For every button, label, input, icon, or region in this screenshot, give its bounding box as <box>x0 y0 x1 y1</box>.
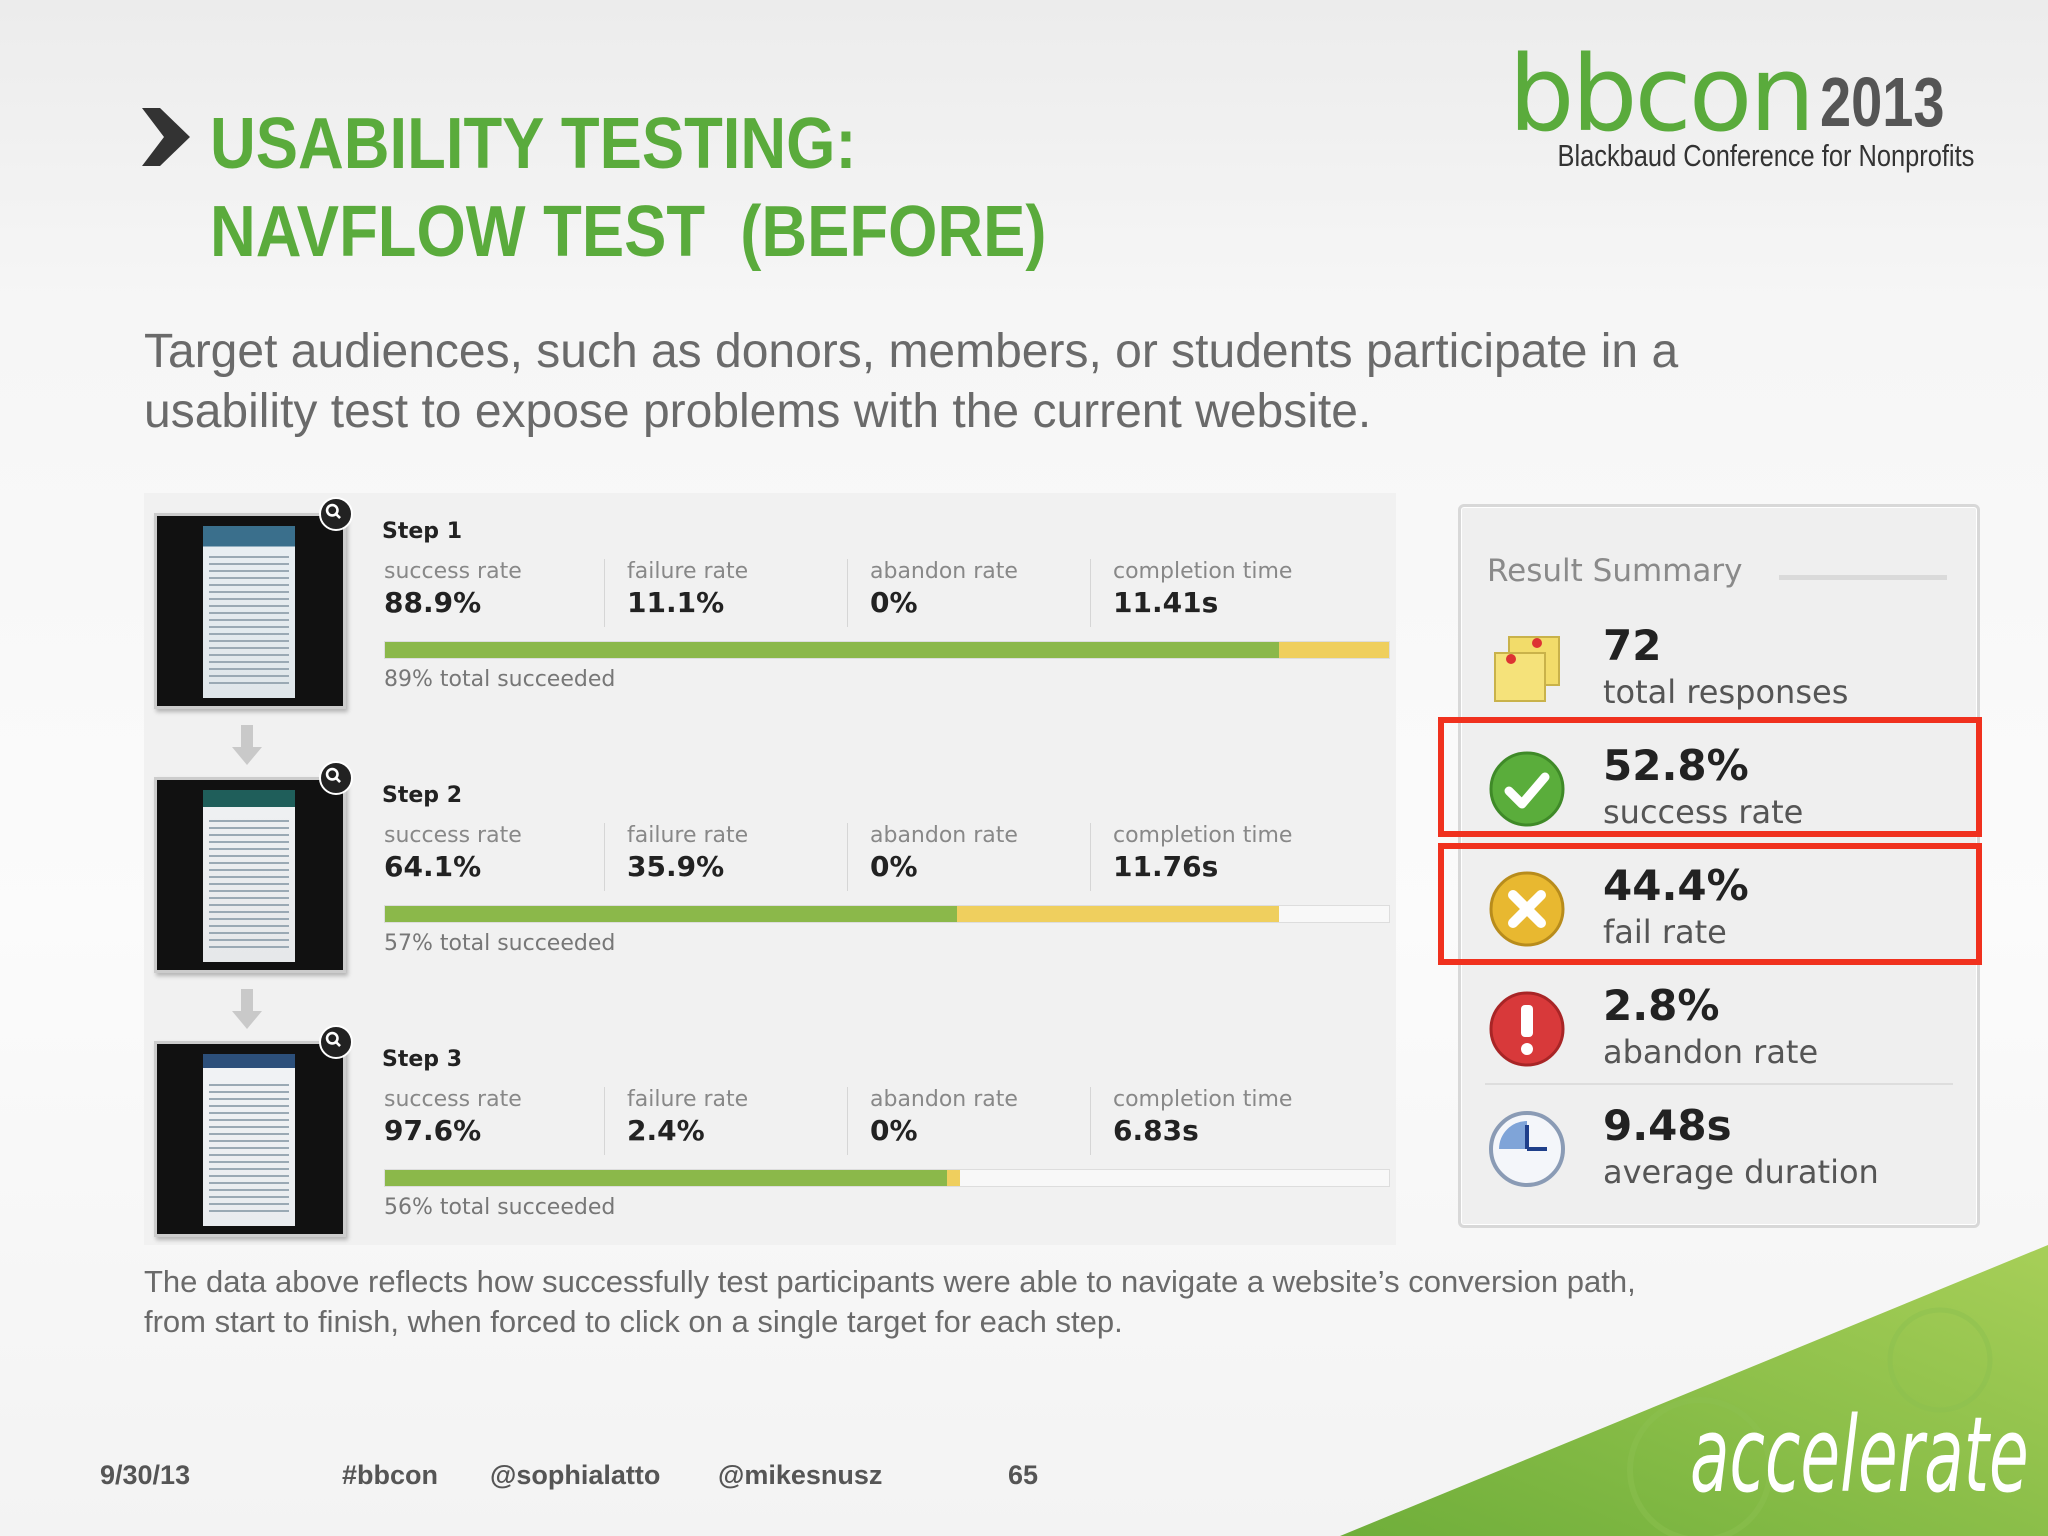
average-duration-value: 9.48s <box>1603 1101 1732 1150</box>
bar-caption: 56% total succeeded <box>384 1195 616 1220</box>
step-thumbnail[interactable] <box>154 1041 346 1237</box>
bar-caption: 57% total succeeded <box>384 931 616 956</box>
footer-page-number: 65 <box>1008 1460 1039 1490</box>
abandon-rate-value: 2.8% <box>1603 981 1720 1030</box>
step-row: Step 2 success rate 64.1% failure rate 35.… <box>144 757 1396 1029</box>
success-metric: success rate 97.6% <box>384 1087 522 1147</box>
step-thumbnail[interactable] <box>154 513 346 709</box>
success-metric: success rate 88.9% <box>384 559 522 619</box>
abandon-rate-caption: abandon rate <box>1603 1033 1819 1071</box>
arrow-down-icon <box>232 725 262 765</box>
summary-average-duration: 9.48s average duration <box>1461 1087 1977 1205</box>
step-row: Step 1 success rate 88.9% failure rate 11.… <box>144 493 1396 765</box>
bbcon-logo: bbcon 2013 <box>1508 33 1977 155</box>
result-summary-panel: Result Summary 72 total responses 52.8% … <box>1458 504 1980 1228</box>
sticky-notes-icon <box>1494 636 1560 702</box>
success-progress-bar <box>384 905 1390 923</box>
logo-brand: bbcon <box>1508 33 1816 155</box>
footnote-text: The data above reflects how successfully… <box>144 1264 1636 1339</box>
success-rate-highlight <box>1438 717 1982 837</box>
accelerate-logo: accelerate <box>1690 1394 2029 1516</box>
completion-time-metric: completion time 11.41s <box>1113 559 1293 619</box>
navflow-steps-panel: Step 1 success rate 88.9% failure rate 11.… <box>144 493 1396 1245</box>
zoom-icon[interactable] <box>319 761 353 795</box>
summary-title: Result Summary <box>1487 553 1743 589</box>
logo-subtitle: Blackbaud Conference for Nonprofits <box>1557 138 1974 173</box>
success-metric: success rate 64.1% <box>384 823 522 883</box>
title-line-2: NAVFLOW TEST (BEFORE) <box>210 192 1047 272</box>
fail-rate-value: 44.4% <box>1603 861 1749 910</box>
completion-time-metric: completion time 6.83s <box>1113 1087 1293 1147</box>
summary-fail-rate: 44.4% fail rate <box>1461 847 1977 965</box>
fail-rate-caption: fail rate <box>1603 913 1727 951</box>
failure-metric: failure rate 2.4% <box>627 1087 749 1147</box>
completion-time-metric: completion time 11.76s <box>1113 823 1293 883</box>
abandon-metric: abandon rate 0% <box>870 823 1018 883</box>
clock-icon <box>1489 1111 1565 1187</box>
slide-title: USABILITY TESTING: NAVFLOW TEST (BEFORE) <box>210 100 1047 276</box>
success-progress-bar <box>384 1169 1390 1187</box>
zoom-icon[interactable] <box>319 1025 353 1059</box>
success-rate-caption: success rate <box>1603 793 1804 831</box>
summary-abandon-rate: 2.8% abandon rate <box>1461 967 1977 1085</box>
step-thumbnail[interactable] <box>154 777 346 973</box>
step-label: Step 2 <box>382 783 462 808</box>
footer-handle-2: @mikesnusz <box>718 1460 883 1490</box>
average-duration-caption: average duration <box>1603 1153 1879 1191</box>
exclamation-icon <box>1489 991 1565 1067</box>
summary-total-responses: 72 total responses <box>1461 607 1977 725</box>
logo-year: 2013 <box>1820 63 1945 141</box>
x-icon <box>1489 871 1565 947</box>
failure-metric: failure rate 35.9% <box>627 823 749 883</box>
step-row: Step 3 success rate 97.6% failure rate 2.4… <box>144 1021 1396 1251</box>
step-label: Step 3 <box>382 1047 462 1072</box>
footer-hashtag: #bbcon <box>342 1460 439 1490</box>
arrow-down-icon <box>232 989 262 1029</box>
total-responses-value: 72 <box>1603 621 1662 670</box>
total-responses-caption: total responses <box>1603 673 1849 711</box>
step-label: Step 1 <box>382 519 462 544</box>
footer-handle-1: @sophialatto <box>490 1460 661 1490</box>
footer-date: 9/30/13 <box>100 1460 191 1490</box>
checkmark-icon <box>1489 751 1565 827</box>
abandon-metric: abandon rate 0% <box>870 1087 1018 1147</box>
title-line-1: USABILITY TESTING: <box>210 104 857 184</box>
chevron-bullet-icon <box>142 108 190 166</box>
success-progress-bar <box>384 641 1390 659</box>
zoom-icon[interactable] <box>319 497 353 531</box>
abandon-metric: abandon rate 0% <box>870 559 1018 619</box>
failure-metric: failure rate 11.1% <box>627 559 749 619</box>
success-rate-value: 52.8% <box>1603 741 1749 790</box>
intro-text: Target audiences, such as donors, member… <box>144 325 1679 438</box>
bar-caption: 89% total succeeded <box>384 667 616 692</box>
fail-rate-highlight <box>1438 843 1982 965</box>
summary-success-rate: 52.8% success rate <box>1461 727 1977 845</box>
